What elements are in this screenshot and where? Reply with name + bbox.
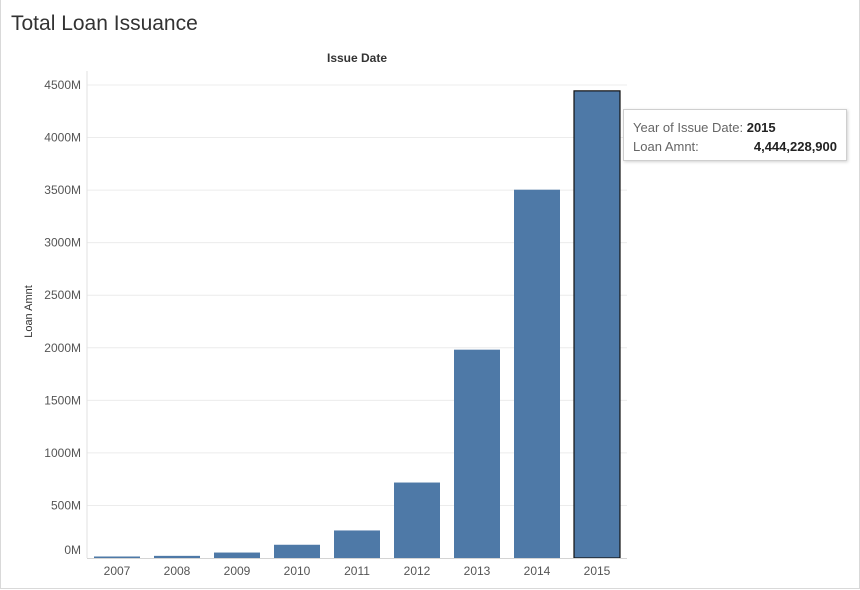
sheet-title: Total Loan Issuance [11, 12, 198, 35]
bar-2011[interactable] [334, 530, 380, 558]
bar-2012[interactable] [394, 482, 440, 558]
tooltip: Year of Issue Date: 2015 Loan Amnt: 4,44… [623, 109, 847, 161]
y-tick-label: 1500M [44, 393, 81, 407]
x-tick-label: 2015 [584, 564, 611, 578]
y-tick-label: 2000M [44, 341, 81, 355]
x-tick-label: 2009 [224, 564, 251, 578]
y-tick-label: 3500M [44, 183, 81, 197]
y-tick-label: 0M [64, 543, 81, 557]
y-tick-label: 3000M [44, 236, 81, 250]
bar-2010[interactable] [274, 544, 320, 558]
tooltip-year-value: 2015 [746, 120, 776, 135]
tooltip-year-label: Year of Issue Date: [633, 120, 744, 135]
bar-2013[interactable] [454, 349, 500, 558]
x-tick-label: 2007 [104, 564, 131, 578]
bar-2008[interactable] [154, 555, 200, 558]
y-tick-label: 500M [51, 498, 81, 512]
tooltip-amount-label: Loan Amnt: [633, 139, 699, 154]
bar-2007[interactable] [94, 556, 140, 559]
chart-title: Issue Date [327, 51, 387, 65]
bar-2014[interactable] [514, 189, 560, 558]
y-axis-label: Loan Amnt [23, 285, 35, 338]
tooltip-row-amount: Loan Amnt: 4,444,228,900 [633, 137, 837, 156]
tooltip-row-year: Year of Issue Date: 2015 [633, 118, 837, 137]
x-tick-label: 2011 [344, 564, 370, 578]
x-tick-label: 2013 [464, 564, 491, 578]
bar-2009[interactable] [214, 552, 260, 558]
bar-2015[interactable] [573, 90, 621, 559]
y-tick-label: 4000M [44, 131, 81, 145]
y-tick-label: 2500M [44, 288, 81, 302]
tooltip-amount-value: 4,444,228,900 [753, 139, 837, 154]
x-tick-label: 2010 [284, 564, 311, 578]
x-tick-label: 2012 [404, 564, 431, 578]
y-tick-label: 4500M [44, 78, 81, 92]
x-tick-label: 2014 [524, 564, 551, 578]
x-tick-label: 2008 [164, 564, 191, 578]
y-tick-label: 1000M [44, 446, 81, 460]
